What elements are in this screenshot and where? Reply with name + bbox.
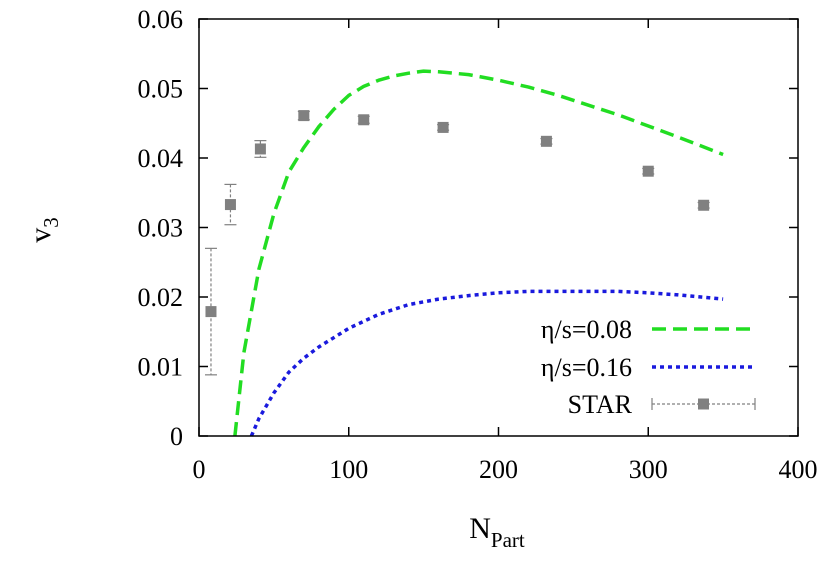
y-tick-label: 0.02 bbox=[138, 283, 184, 312]
x-axis-label-sub: Part bbox=[491, 528, 525, 552]
y-tick-label: 0.03 bbox=[138, 214, 184, 243]
star-data-point bbox=[205, 306, 217, 318]
x-tick-label: 300 bbox=[629, 455, 668, 484]
legend-label-0: η/s=0.08 bbox=[541, 315, 632, 344]
star-data-point bbox=[698, 199, 710, 211]
x-tick-label: 100 bbox=[329, 455, 368, 484]
x-tick-label: 0 bbox=[193, 455, 206, 484]
x-axis-label: NPart bbox=[469, 512, 525, 552]
y-tick-label: 0.04 bbox=[138, 144, 184, 173]
series-line-1 bbox=[249, 289, 724, 437]
x-tick-label: 400 bbox=[779, 455, 818, 484]
star-data-point bbox=[298, 110, 310, 122]
axis-ticks: 0 100 200 300 400 0 0.01 0.02 0.03 0.04 0.05 0.06 bbox=[138, 5, 818, 484]
legend: η/s=0.08 η/s=0.16 STAR bbox=[541, 315, 756, 419]
star-data-point bbox=[254, 143, 266, 155]
legend-label-2: STAR bbox=[568, 390, 633, 419]
star-data-point bbox=[642, 165, 654, 177]
star-data-point bbox=[540, 135, 552, 147]
y-axis-label: v3 bbox=[24, 217, 63, 243]
y-axis-label-sub: 3 bbox=[39, 217, 63, 228]
plot-marks bbox=[204, 69, 724, 437]
star-data-point bbox=[358, 114, 370, 126]
x-axis-label-main: N bbox=[469, 512, 491, 545]
y-tick-label: 0 bbox=[170, 422, 183, 451]
series-line-0 bbox=[233, 69, 724, 437]
star-data-point bbox=[224, 199, 236, 211]
y-tick-label: 0.05 bbox=[138, 75, 184, 104]
legend-sample-point bbox=[698, 398, 709, 410]
star-data-point bbox=[437, 121, 449, 133]
y-tick-label: 0.06 bbox=[138, 5, 184, 34]
x-tick-label: 200 bbox=[479, 455, 518, 484]
y-axis-label-main: v bbox=[24, 228, 57, 243]
y-tick-label: 0.01 bbox=[138, 353, 184, 382]
legend-label-1: η/s=0.16 bbox=[541, 353, 632, 382]
